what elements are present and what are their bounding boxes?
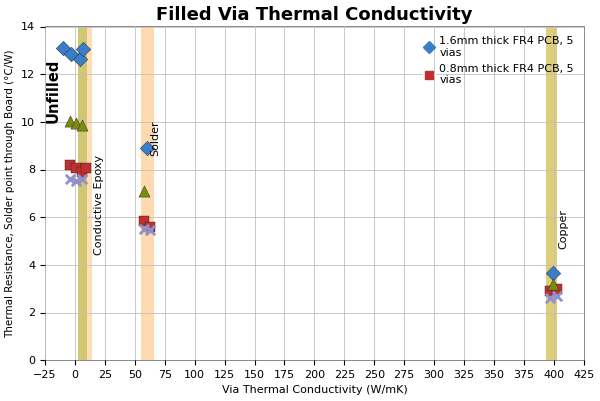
Point	[58, 45, 68, 51]
Bar	[141, 26, 154, 360]
Bar	[79, 26, 87, 360]
Point	[77, 122, 87, 129]
Point	[140, 188, 149, 194]
Point	[548, 281, 557, 287]
Point	[545, 288, 555, 294]
Point	[65, 162, 75, 168]
Point	[81, 165, 91, 172]
Point	[77, 176, 87, 182]
Y-axis label: Thermal Resistance, Solder point through Board (°C/W): Thermal Resistance, Solder point through…	[5, 49, 16, 338]
Text: Copper: Copper	[559, 209, 568, 249]
Point	[140, 217, 149, 224]
Point	[142, 145, 152, 151]
Point	[548, 270, 557, 276]
Point	[71, 178, 81, 184]
Point	[77, 169, 87, 175]
Point	[146, 227, 155, 233]
Text: Solder: Solder	[150, 121, 160, 156]
Point	[553, 286, 562, 292]
Point	[75, 55, 85, 62]
Point	[140, 226, 149, 232]
X-axis label: Via Thermal Conductivity (W/mK): Via Thermal Conductivity (W/mK)	[221, 385, 407, 395]
Legend: 1.6mm thick FR4 PCB, 5
vias, 0.8mm thick FR4 PCB, 5
vias: 1.6mm thick FR4 PCB, 5 vias, 0.8mm thick…	[419, 32, 578, 90]
Point	[146, 223, 155, 230]
Bar	[545, 26, 557, 360]
Point	[553, 293, 562, 299]
Point	[65, 117, 75, 124]
Point	[65, 176, 75, 182]
Text: Unfilled: Unfilled	[46, 59, 61, 123]
Point	[71, 165, 81, 172]
Point	[71, 120, 81, 126]
Point	[67, 51, 76, 57]
Point	[79, 46, 88, 53]
Text: Conductive Epoxy: Conductive Epoxy	[94, 155, 104, 255]
Title: Filled Via Thermal Conductivity: Filled Via Thermal Conductivity	[156, 6, 473, 24]
Bar	[79, 26, 92, 360]
Point	[545, 295, 555, 302]
